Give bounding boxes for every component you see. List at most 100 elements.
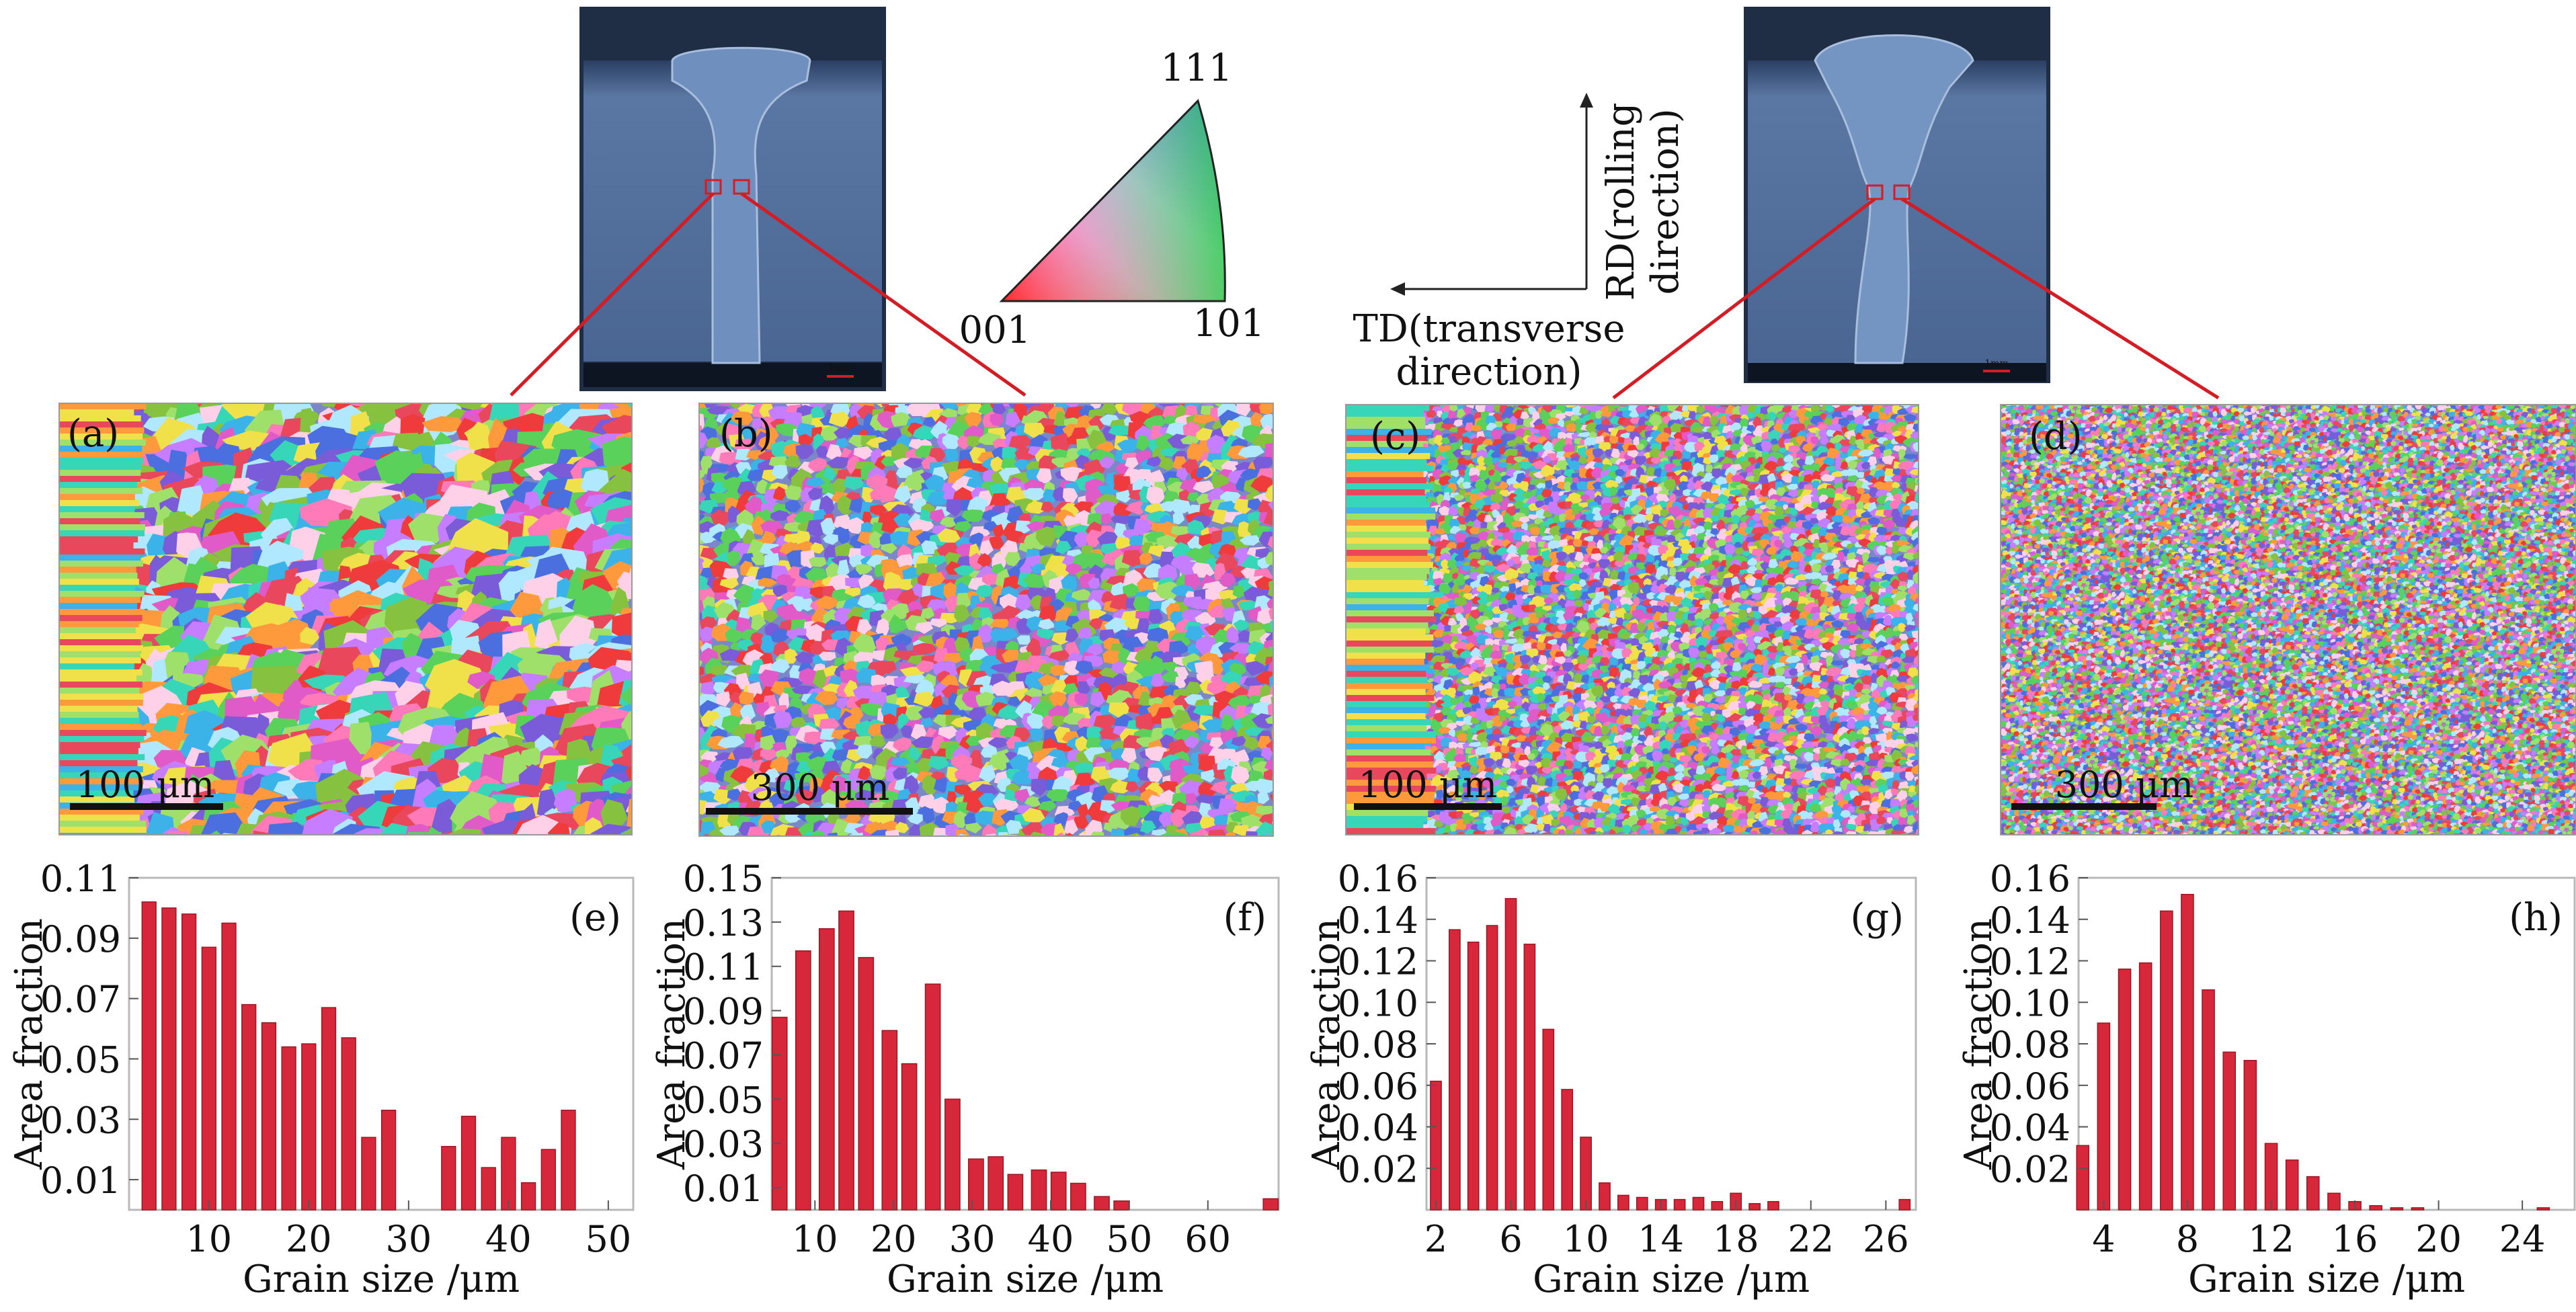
panel-label: (g): [1850, 896, 1904, 940]
bar-43.5: [1070, 1182, 1086, 1211]
x-tick-label: 20: [871, 1218, 917, 1260]
y-tick-label: 0.05: [683, 1079, 764, 1121]
bar-15: [1673, 1198, 1686, 1211]
x-axis-label: Grain size /μm: [1533, 1258, 1810, 1301]
bar-35.5: [1007, 1174, 1024, 1211]
bar-14: [2306, 1176, 2320, 1211]
bar-25: [924, 983, 941, 1211]
ipf-label-001: 001: [959, 309, 1031, 352]
y-tick-label: 0.10: [1990, 982, 2070, 1024]
y-tick-label: 0.02: [1990, 1148, 2070, 1190]
histogram-e: 0.01 0.03 0.05 0.07 0.09 0.11 10 20 30 40 50 Grain …: [7, 858, 635, 1301]
y-tick-label: 0.01: [40, 1159, 121, 1202]
ebsd-d-label: (d): [2029, 415, 2083, 458]
x-tick-label: 18: [1713, 1218, 1759, 1260]
orientation-axes: RD(rolling direction) TD(transverse dire…: [1353, 93, 1687, 394]
bar-14: [838, 910, 854, 1211]
x-axis-label: Grain size /μm: [243, 1258, 520, 1301]
x-tick-label: 6: [1499, 1218, 1522, 1260]
y-tick-label: 0.07: [683, 1034, 764, 1077]
macro-right-scale: 1mm: [1984, 358, 2008, 369]
y-tick-label: 0.03: [683, 1123, 764, 1165]
bar-16.5: [858, 956, 875, 1211]
td-label-line1: TD(transverse: [1353, 307, 1625, 351]
x-tick-label: 60: [1184, 1218, 1231, 1260]
ebsd-b-scale: 300 μm: [751, 766, 890, 809]
bar-11.5: [818, 928, 835, 1211]
x-tick-label: 22: [1787, 1218, 1834, 1260]
bar-12: [2264, 1143, 2278, 1211]
x-tick-label: 30: [949, 1218, 996, 1260]
panel-label: (e): [569, 896, 621, 940]
y-tick-label: 0.02: [1338, 1148, 1418, 1190]
ebsd-d-scale: 300 μm: [2055, 764, 2194, 806]
bar-6: [161, 907, 177, 1211]
y-axis-label: Area fraction: [1957, 918, 2001, 1170]
y-tick-label: 0.07: [40, 979, 121, 1021]
y-tick-label: 0.14: [1990, 899, 2070, 942]
bar-33: [988, 1156, 1004, 1211]
y-tick-label: 0.03: [40, 1099, 121, 1141]
histogram-f: 0.010.030.050.070.090.110.130.15 10 20 30 40…: [650, 858, 1280, 1301]
ebsd-a-scale: 100 μm: [76, 764, 215, 806]
bar-13: [1636, 1196, 1648, 1211]
bar-19: [2411, 1207, 2425, 1211]
bar-24: [341, 1037, 356, 1211]
bar-10: [2222, 1051, 2237, 1211]
bar-8.5: [795, 950, 811, 1211]
bar-34: [441, 1145, 456, 1211]
y-axis-label: Area fraction: [650, 918, 694, 1170]
bar-38.5: [1031, 1169, 1047, 1211]
bar-28: [380, 1110, 397, 1211]
bar-3: [2076, 1145, 2090, 1211]
panel-label: (f): [1223, 896, 1266, 940]
bar-13: [2285, 1159, 2299, 1211]
x-tick-label: 12: [2248, 1218, 2294, 1260]
y-tick-label: 0.08: [1338, 1024, 1418, 1066]
bar-2: [1430, 1080, 1442, 1211]
y-tick-label: 0.08: [1990, 1024, 2070, 1066]
bar-22: [321, 1007, 337, 1211]
y-axis-label: Area fraction: [1305, 918, 1349, 1170]
x-tick-label: 30: [385, 1218, 432, 1260]
bar-6: [1504, 898, 1517, 1211]
bar-6: [2138, 962, 2152, 1211]
ebsd-c-label: (c): [1370, 415, 1420, 458]
leader-line-b: [740, 192, 1027, 397]
bar-4: [141, 901, 157, 1211]
x-tick-label: 40: [485, 1218, 532, 1260]
y-tick-label: 0.10: [1338, 982, 1418, 1024]
y-tick-label: 0.16: [1338, 858, 1418, 900]
bar-5: [2118, 969, 2132, 1211]
bar-4: [1467, 941, 1480, 1211]
y-tick-label: 0.05: [40, 1038, 121, 1081]
bar-8: [1542, 1028, 1555, 1211]
y-axis-label: Area fraction: [7, 918, 51, 1170]
plot-frame: [1425, 876, 1917, 1211]
x-axis-label: Grain size /μm: [2188, 1258, 2465, 1301]
bar-36: [460, 1116, 477, 1211]
bar-68: [1262, 1198, 1279, 1211]
bar-25: [2536, 1207, 2550, 1211]
bar-46: [561, 1110, 576, 1211]
bar-12: [1617, 1194, 1629, 1211]
y-tick-label: 0.14: [1338, 899, 1418, 942]
ebsd-map-c: (c) 100 μm: [1345, 404, 1919, 835]
y-tick-label: 0.06: [1990, 1065, 2070, 1108]
bar-5.5: [771, 1016, 788, 1211]
bar-46.5: [1094, 1196, 1110, 1211]
x-tick-label: 10: [1563, 1218, 1609, 1260]
y-tick-label: 0.04: [1338, 1107, 1418, 1149]
bar-30.5: [968, 1158, 984, 1211]
x-tick-label: 24: [2499, 1218, 2546, 1260]
rd-label-line2: direction): [1644, 108, 1687, 294]
x-tick-label: 10: [792, 1218, 838, 1260]
bar-18: [281, 1046, 296, 1211]
x-tick-label: 16: [2332, 1218, 2378, 1260]
bar-15: [2327, 1192, 2341, 1211]
macrograph-left: 1mm: [579, 7, 886, 391]
x-tick-label: 26: [1863, 1218, 1909, 1260]
plot-frame: [2077, 876, 2576, 1211]
bar-7: [1523, 944, 1536, 1211]
